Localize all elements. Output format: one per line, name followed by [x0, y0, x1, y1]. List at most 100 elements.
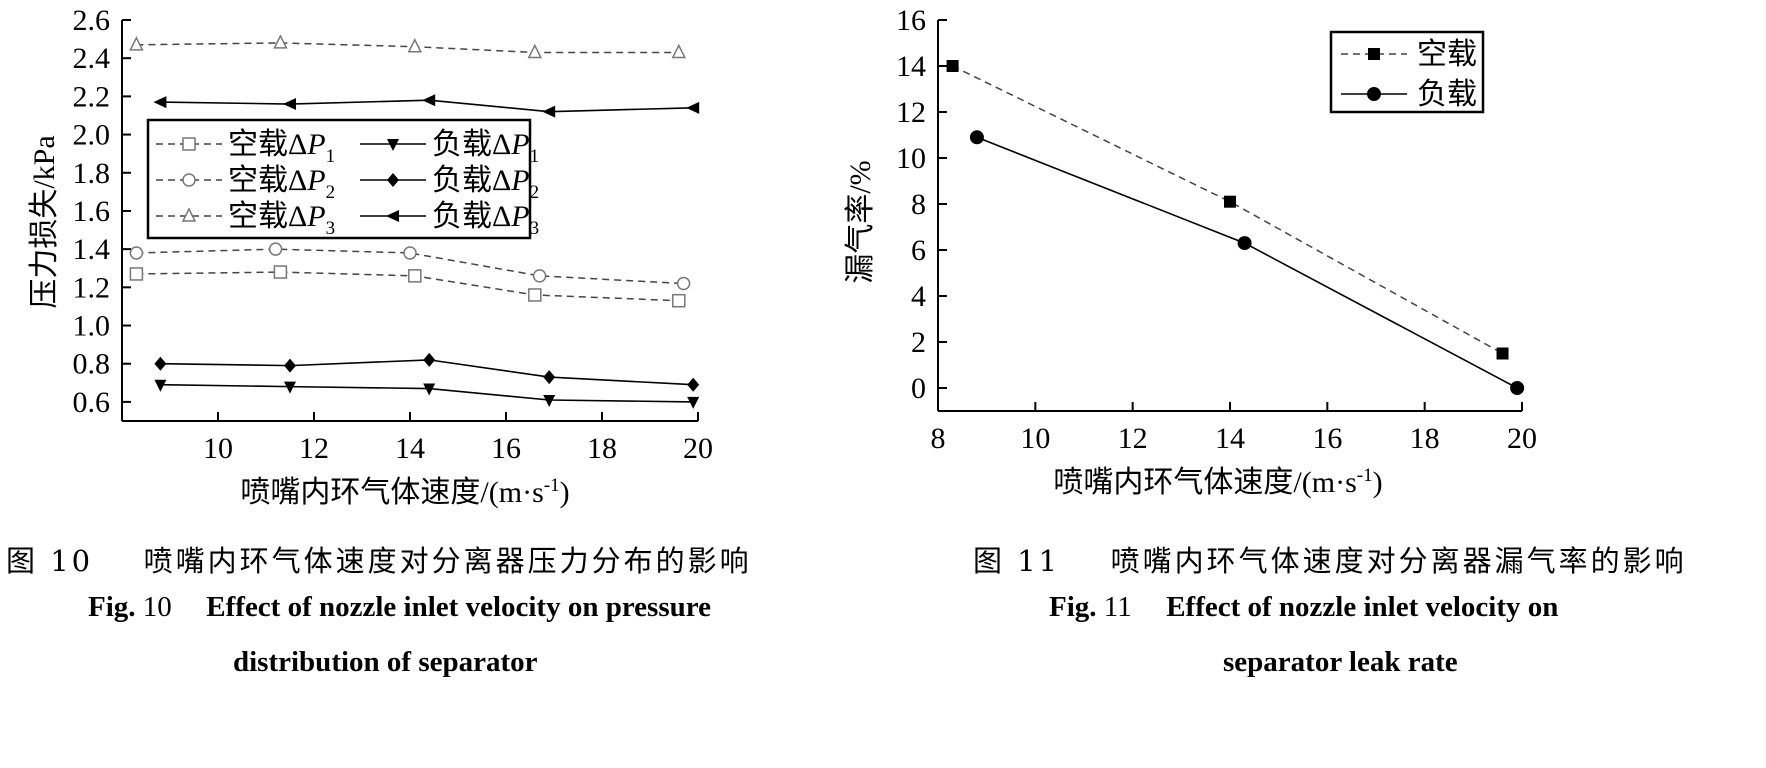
series-5 — [154, 352, 700, 392]
fig11-caption-cn: 图 11 喷嘴内环气体速度对分离器漏气率的影响 — [973, 538, 1687, 580]
data-point — [423, 383, 436, 396]
y-tick-label: 1.2 — [73, 271, 111, 304]
x-axis-title-sup: -1 — [544, 475, 560, 496]
legend-frame — [146, 118, 532, 240]
data-point — [403, 246, 417, 260]
x-tick-label: 10 — [1020, 422, 1050, 455]
legend-item: 负载 — [1341, 78, 1477, 111]
series-1 — [129, 265, 686, 308]
legend-label: 负载ΔP3 — [432, 200, 539, 239]
legend-item: 空载ΔP3 — [156, 200, 335, 239]
data-point — [408, 269, 422, 283]
legend-label: 空载ΔP1 — [228, 128, 335, 167]
legend-label: 空载ΔP2 — [228, 164, 335, 203]
fig10-caption-cn-text: 喷嘴内环气体速度对分离器压力分布的影响 — [143, 544, 752, 578]
legend-label-var: P — [510, 128, 529, 161]
y-tick-label: 16 — [896, 4, 926, 37]
legend-label: 空载ΔP3 — [228, 200, 335, 239]
series-line — [136, 42, 679, 54]
legend-label-sub: 2 — [530, 182, 540, 203]
legend-label-var: P — [306, 164, 325, 197]
y-tick-label: 0 — [911, 372, 926, 405]
legend-label-prefix: 负载Δ — [432, 128, 511, 161]
x-axis-title: 喷嘴内环气体速度/(m·s-1) — [1053, 465, 1382, 499]
fig10-caption-en-text2: distribution of separator — [233, 646, 538, 678]
data-point — [129, 246, 144, 260]
data-point — [687, 396, 700, 409]
x-tick-label: 16 — [491, 432, 521, 465]
leak-rate-chart: 0 2 4 6 8 10 12 14 16 8 10 12 14 16 18 20 喷嘴内环气体速度/(m·s-… — [844, 4, 1537, 499]
series-3 — [129, 34, 687, 59]
fig11-caption-en-line2: separator leak rate — [1223, 646, 1458, 679]
legend-marker — [387, 173, 399, 187]
fig10-caption-en-num: 10 — [142, 591, 172, 623]
fig11-caption-cn-text: 喷嘴内环气体速度对分离器漏气率的影响 — [1110, 544, 1687, 578]
data-point — [543, 370, 556, 385]
x-tick-label: 20 — [1507, 422, 1537, 455]
legend-item: 空载ΔP2 — [156, 164, 335, 203]
y-tick-label: 10 — [896, 142, 926, 175]
y-tick-label: 1.0 — [73, 310, 111, 343]
data-point — [423, 352, 436, 367]
y-axis-title: 漏气率/% — [844, 160, 877, 283]
legend-item: 负载ΔP3 — [360, 200, 539, 239]
data-point — [969, 130, 984, 145]
legend-label-prefix: 空载Δ — [228, 164, 307, 197]
data-point — [542, 105, 556, 118]
fig10-caption-en-label: Fig. — [88, 591, 136, 623]
x-axis-title-tail: ) — [560, 476, 570, 509]
x-tick-label: 12 — [299, 432, 329, 465]
legend-label-var: P — [510, 200, 529, 233]
fig10-caption-cn: 图 10 喷嘴内环气体速度对分离器压力分布的影响 — [6, 538, 752, 580]
y-tick-label: 6 — [911, 234, 926, 267]
legend-item: 负载ΔP2 — [360, 164, 539, 203]
legend-label-prefix: 空载Δ — [228, 200, 307, 233]
data-point — [153, 96, 167, 109]
data-point — [527, 43, 543, 59]
data-point — [129, 267, 144, 281]
fig11-caption-cn-label: 图 11 — [973, 544, 1061, 578]
legend-label-prefix: 负载Δ — [432, 200, 511, 233]
y-tick-label: 1.8 — [73, 157, 111, 190]
data-point — [1510, 381, 1525, 395]
data-point — [284, 358, 296, 373]
data-point — [528, 288, 542, 302]
fig10-caption-en-line2: distribution of separator — [233, 646, 538, 679]
legend-frame — [1329, 30, 1485, 114]
data-point — [946, 60, 959, 72]
x-axis-title-tail: ) — [1373, 466, 1383, 499]
x-tick-label: 16 — [1312, 422, 1342, 455]
data-point — [284, 381, 296, 394]
fig10-caption-en-text1: Effect of nozzle inlet velocity on press… — [206, 591, 711, 623]
legend-marker — [182, 173, 196, 187]
data-point — [543, 394, 556, 407]
series-2 — [129, 242, 691, 291]
fig11-caption-en-text2: separator leak rate — [1223, 646, 1458, 678]
data-point — [1237, 236, 1252, 251]
y-tick-label: 2.0 — [73, 119, 111, 152]
legend-label-var: P — [306, 128, 325, 161]
fig11-caption-en-num: 11 — [1103, 591, 1132, 623]
legend-label-sub: 1 — [530, 146, 540, 167]
x-axis-title-main: 喷嘴内环气体速度/(m·s — [240, 476, 543, 509]
y-tick-label: 2 — [911, 326, 926, 359]
data-point — [154, 356, 167, 371]
series-4 — [154, 379, 700, 409]
y-tick-label: 12 — [896, 96, 926, 129]
legend-label: 空载 — [1417, 38, 1477, 71]
data-point — [671, 43, 687, 59]
legend-label: 负载ΔP1 — [432, 128, 539, 167]
series-line — [976, 136, 1518, 389]
data-point — [273, 34, 288, 49]
series-6 — [153, 94, 700, 118]
data-point — [532, 269, 547, 283]
series-line — [952, 65, 1503, 355]
fig10-caption-en-line1: Fig. 10 Effect of nozzle inlet velocity … — [88, 591, 711, 624]
y-tick-label: 0.8 — [73, 348, 111, 381]
fig11-caption-en-label: Fig. — [1049, 591, 1097, 623]
y-tick-label: 14 — [896, 50, 926, 83]
data-point — [283, 98, 296, 111]
data-point — [686, 101, 700, 114]
